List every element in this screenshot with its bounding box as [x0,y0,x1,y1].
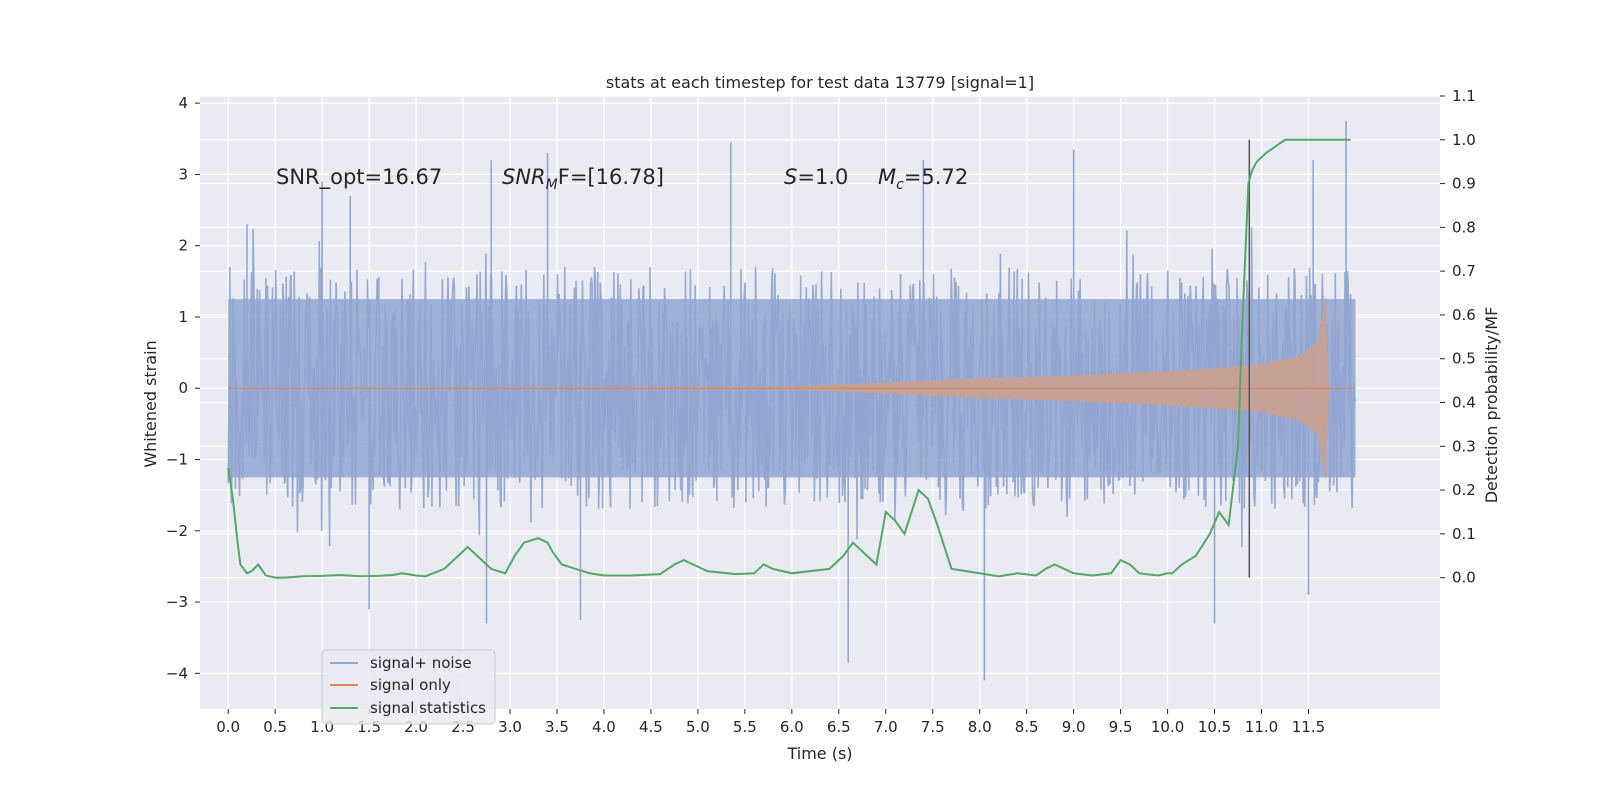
signal-statistics-line [227,138,1351,579]
legend-label-signal-noise: signal+ noise [370,654,472,672]
annotation-s: S=1.0 [784,165,848,189]
y-right-axis-ticks: 0.0 0.1 0.2 0.3 0.4 0.5 0.6 0.7 0.8 0.9 1.0 1.1 [1440,87,1476,587]
x-tick-label: 3.5 [545,718,569,736]
y-right-tick-label: 1.1 [1452,87,1476,105]
y-tick-label: 4 [178,94,188,112]
y-right-tick-label: 0.1 [1452,525,1476,543]
x-tick-label: 8.5 [1015,718,1039,736]
x-tick-label: 9.0 [1062,718,1086,736]
y-right-tick-label: 0.5 [1452,350,1476,368]
y-right-tick-label: 0.6 [1452,306,1476,324]
x-tick-label: 5.5 [733,718,757,736]
x-tick-label: 11.0 [1245,718,1278,736]
x-tick-label: 11.5 [1292,718,1325,736]
y-axis-ticks: −4 −3 −2 −1 0 1 2 3 4 [166,94,200,682]
y-tick-label: −4 [166,664,188,682]
y-tick-label: −1 [166,451,188,469]
annotation-snr-mf: SNRMF=[16.78] [502,165,664,193]
x-tick-label: 9.5 [1109,718,1133,736]
signal-only-series [228,295,1356,481]
y-tick-label: 3 [178,165,188,183]
y-right-tick-label: 0.9 [1452,175,1476,193]
x-tick-label: 10.0 [1151,718,1184,736]
legend-label-signal-statistics: signal statistics [370,699,486,717]
annotation-mc: Mc=5.72 [878,165,968,193]
y-right-tick-label: 0.8 [1452,218,1476,236]
y-right-tick-label: 0.2 [1452,481,1476,499]
y-right-tick-label: 1.0 [1452,131,1476,149]
x-tick-label: 4.5 [639,718,663,736]
y-right-tick-label: 0.0 [1452,569,1476,587]
legend-box [321,649,496,725]
chart-title: stats at each timestep for test data 137… [606,73,1034,92]
y-right-tick-label: 0.4 [1452,394,1476,412]
x-tick-label: 7.5 [921,718,945,736]
x-tick-label: 5.0 [686,718,710,736]
x-tick-label: 10.5 [1198,718,1231,736]
annotation-snr-opt: SNR_opt=16.67 [276,165,442,190]
y-tick-label: −2 [166,522,188,540]
x-tick-label: 3.0 [498,718,522,736]
x-tick-label: 6.5 [827,718,851,736]
y-tick-label: −3 [166,593,188,611]
y-right-tick-label: 0.3 [1452,437,1476,455]
x-tick-label: 6.0 [780,718,804,736]
x-tick-label: 7.0 [874,718,898,736]
x-tick-label: 0.0 [216,718,240,736]
signal-statistics-series [227,138,1351,579]
y-tick-label: 2 [178,237,188,255]
x-tick-label: 4.0 [592,718,616,736]
y-tick-label: 0 [178,379,188,397]
y-tick-label: 1 [178,308,188,326]
legend-label-signal-only: signal only [370,676,451,694]
y-right-axis-label: Detection probability/MF [1482,307,1501,504]
y-right-tick-label: 0.7 [1452,262,1476,280]
legend: signal+ noise signal only signal statist… [321,649,496,725]
x-axis-label: Time (s) [786,744,852,763]
x-tick-label: 8.0 [968,718,992,736]
x-tick-label: 0.5 [263,718,287,736]
y-axis-label: Whitened strain [141,340,160,467]
